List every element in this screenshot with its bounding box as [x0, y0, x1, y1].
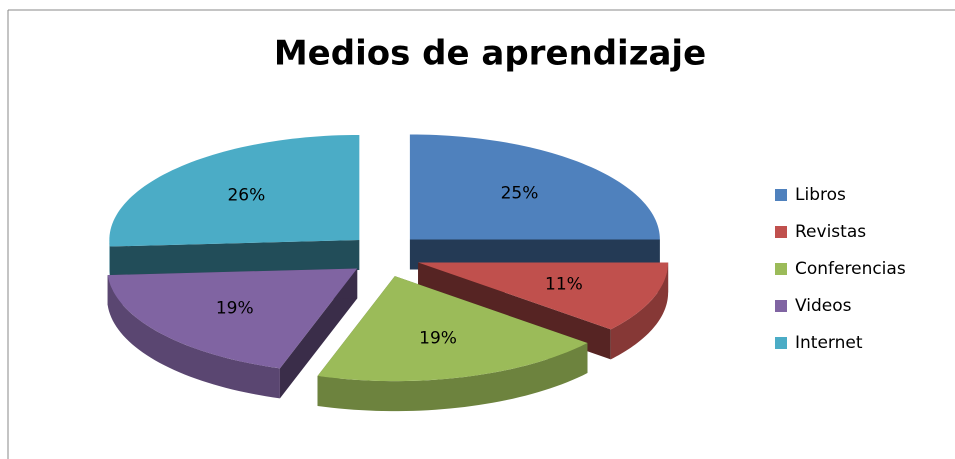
data-label: 25% — [501, 183, 539, 203]
slice-wall — [409, 239, 660, 270]
legend-swatch — [775, 263, 787, 275]
legend-swatch — [775, 189, 787, 201]
legend-label: Revistas — [795, 222, 866, 242]
slice — [418, 262, 669, 330]
legend-label: Internet — [795, 333, 863, 353]
data-label: 19% — [419, 329, 457, 349]
slice-side — [317, 343, 588, 412]
legend-label: Conferencias — [795, 259, 906, 279]
legend-swatch — [775, 337, 787, 349]
data-label: 11% — [545, 275, 583, 295]
data-label: 26% — [227, 185, 265, 205]
data-label: 19% — [216, 298, 254, 318]
pie: 25% 26% 11% 19% 19% — [107, 134, 669, 412]
legend-label: Libros — [795, 185, 846, 205]
slice-wall — [279, 268, 358, 399]
slice — [107, 268, 358, 369]
slice-side — [610, 262, 669, 360]
slice-wall — [109, 239, 360, 277]
legend-label: Videos — [795, 296, 852, 316]
slice-side — [107, 275, 280, 399]
legend-swatch — [775, 226, 787, 238]
chart-title: Medios de aprendizaje — [274, 34, 706, 74]
legend: Libros Revistas Conferencias Videos Internet — [775, 185, 906, 353]
slice — [317, 276, 588, 382]
legend-swatch — [775, 300, 787, 312]
slice — [409, 134, 660, 240]
slice — [109, 134, 360, 247]
